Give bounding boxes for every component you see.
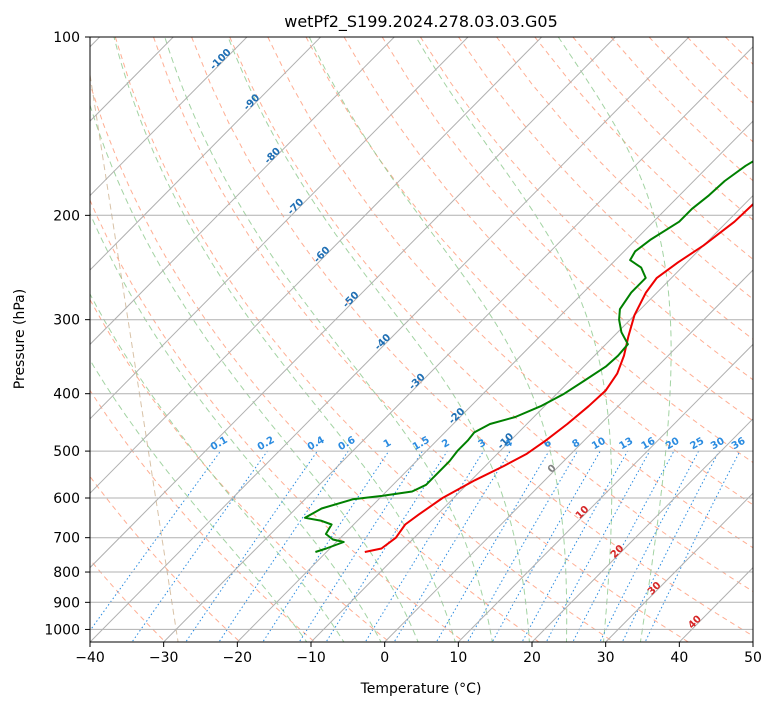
isohume-line <box>572 450 675 642</box>
isohume-line <box>325 450 448 642</box>
isohume-line <box>599 450 700 642</box>
x-axis-label: Temperature (°C) <box>360 681 482 697</box>
y-tick-label: 200 <box>53 208 80 224</box>
isohume-line <box>364 450 484 642</box>
isotherm-line <box>90 37 395 346</box>
x-tick-label: −30 <box>149 650 179 666</box>
y-tick-label: 600 <box>53 491 80 507</box>
x-tick-label: 10 <box>449 650 467 666</box>
isohume-line <box>262 450 390 642</box>
x-tick-label: 30 <box>597 650 615 666</box>
isohume-label: 6 <box>542 437 554 450</box>
moist-adiabat <box>90 212 382 642</box>
temperature-profile-line <box>364 202 753 553</box>
y-tick-label: 1000 <box>44 622 80 638</box>
x-tick-label: −20 <box>223 650 253 666</box>
chart-title: wetPf2_S199.2024.278.03.03.G05 <box>284 12 558 32</box>
isotherm-line <box>90 37 543 494</box>
isohume-line <box>218 450 349 642</box>
moist-adiabat <box>90 103 419 642</box>
isohume-line <box>131 450 268 642</box>
y-tick-label: 500 <box>53 444 80 460</box>
y-tick-label: 800 <box>53 565 80 581</box>
dewpoint-profile-line <box>304 160 753 553</box>
dry-adiabat <box>229 37 753 593</box>
x-tick-label: 40 <box>670 650 688 666</box>
isotherm-line <box>90 37 248 197</box>
dry-adiabat <box>458 37 753 340</box>
y-tick-label: 100 <box>53 30 80 46</box>
isotherm-line <box>457 343 753 642</box>
isotherm-line <box>90 37 690 642</box>
y-tick-label: 900 <box>53 595 80 611</box>
x-tick-label: 50 <box>744 650 762 666</box>
isohume-line <box>435 450 550 642</box>
x-axis-ticks: −40 −30 −20 −10 0 10 20 30 40 50 <box>75 642 762 666</box>
isotherm-line <box>90 37 616 569</box>
isohume-line <box>466 450 578 642</box>
isotherm-line <box>383 269 753 642</box>
y-tick-label: 300 <box>53 313 80 329</box>
x-tick-label: 0 <box>380 650 389 666</box>
y-axis-label: Pressure (hPa) <box>12 289 28 389</box>
dry-adiabat <box>191 37 753 637</box>
isotherm-line <box>90 37 322 271</box>
isotherm-line <box>90 37 174 122</box>
isohume-line <box>90 450 221 632</box>
x-tick-label: 20 <box>523 650 541 666</box>
y-tick-label: 400 <box>53 387 80 403</box>
dry-adiabat <box>419 37 753 381</box>
dry-adiabat <box>90 198 466 642</box>
isohume-label: 1 <box>382 437 394 450</box>
isohume-label: 4 <box>503 437 515 450</box>
isotherm-line <box>162 46 753 642</box>
dry-adiabat <box>343 37 753 464</box>
x-tick-label: −10 <box>296 650 326 666</box>
y-tick-label: 700 <box>53 531 80 547</box>
isotherm-line <box>604 492 753 642</box>
profile-series <box>304 160 753 553</box>
isotherm-line <box>531 418 753 642</box>
dry-adiabat <box>381 37 753 422</box>
x-tick-label: −40 <box>75 650 105 666</box>
plot-frame <box>89 36 754 643</box>
isotherm-line <box>310 194 753 642</box>
isohume-label: 2 <box>440 437 452 450</box>
isohume-line <box>185 450 318 642</box>
y-axis-ticks: 100 200 300 400 500 600 700 800 900 1000 <box>44 30 90 638</box>
isohume-label: 3 <box>476 437 488 450</box>
isotherm-line <box>90 37 469 420</box>
isohume-line <box>545 450 651 642</box>
isohume-label: 8 <box>570 437 582 450</box>
